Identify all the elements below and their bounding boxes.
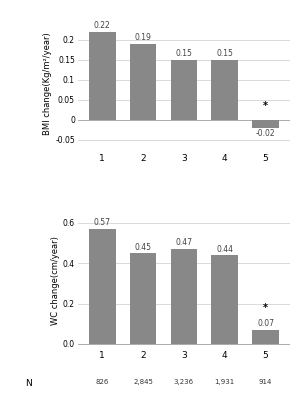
Bar: [211, 60, 238, 120]
Y-axis label: WC change(cm/year): WC change(cm/year): [51, 236, 60, 325]
Text: 0.15: 0.15: [216, 49, 233, 58]
Text: 0.57: 0.57: [94, 218, 111, 227]
Text: 3,236: 3,236: [174, 378, 194, 384]
Text: *: *: [263, 303, 268, 313]
Text: 826: 826: [96, 378, 109, 384]
Text: 0.07: 0.07: [257, 319, 274, 328]
Text: -0.02: -0.02: [256, 129, 275, 138]
Text: *: *: [263, 101, 268, 111]
Text: 0.15: 0.15: [176, 49, 192, 58]
Bar: [130, 253, 156, 344]
Bar: [171, 60, 197, 120]
Text: 0.44: 0.44: [216, 244, 233, 254]
Text: 0.19: 0.19: [135, 33, 152, 42]
Text: 0.22: 0.22: [94, 21, 111, 30]
Text: 0.47: 0.47: [176, 238, 192, 248]
Text: 1,931: 1,931: [215, 378, 235, 384]
Text: N: N: [25, 378, 32, 388]
Text: 914: 914: [259, 378, 272, 384]
Bar: [130, 44, 156, 120]
Bar: [89, 229, 115, 344]
Text: 0.45: 0.45: [135, 242, 152, 252]
Bar: [211, 255, 238, 344]
Bar: [252, 330, 279, 344]
Bar: [89, 32, 115, 120]
Bar: [171, 249, 197, 344]
Bar: [252, 120, 279, 128]
Text: 2,845: 2,845: [133, 378, 153, 384]
Y-axis label: BMI change(Kg/m²/year): BMI change(Kg/m²/year): [43, 32, 52, 135]
